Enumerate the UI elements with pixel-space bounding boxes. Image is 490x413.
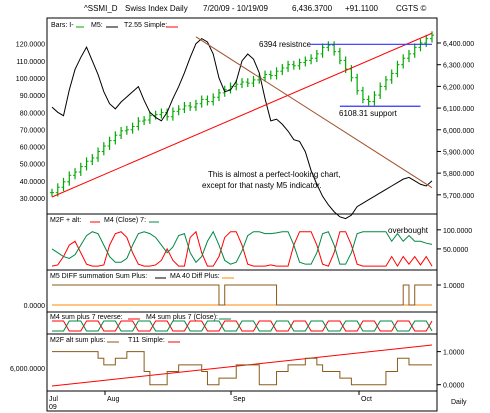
m5-line: [51, 37, 433, 220]
m2f-right-tick-label: 100.0000: [443, 228, 472, 235]
legend-t11: T11 Simple:: [128, 337, 165, 344]
m5diff-legend: M5 DIFF summation Sum Plus: MA 40 Diff P…: [50, 273, 234, 280]
x-axis-labels: Jul 09 Aug Sep Oct Daily: [49, 396, 467, 411]
panel-frames: [46, 17, 438, 412]
price-bars: [50, 31, 434, 197]
left-tick-label: 90.0000: [20, 93, 45, 100]
header-range: 7/20/09 - 10/19/09: [203, 4, 268, 13]
legend-m5diff: M5 DIFF summation Sum Plus:: [50, 273, 147, 280]
x-label-jul: Jul: [49, 396, 58, 403]
right-tick-label: 5,800.000: [443, 171, 474, 178]
left-tick-label: 100.0000: [16, 76, 45, 83]
price-legend: Bars: I- M5: T2.55 Simple:: [51, 22, 178, 29]
m4sum-lines: [52, 320, 433, 332]
right-tick-label: 6,000.000: [443, 128, 474, 135]
right-tick-label: 6,400.000: [443, 41, 474, 48]
left-tick-label: 120.0000: [16, 42, 45, 49]
legend-bars: Bars: I-: [51, 22, 74, 29]
header-name: Swiss Index Daily: [125, 4, 188, 13]
m2falt-legend: M2F alt sum plus: T11 Simple:: [50, 337, 180, 344]
header-price: 6,436.3700: [292, 4, 333, 13]
chart-header: ^SSMI_D Swiss Index Daily 7/20/09 - 10/1…: [84, 4, 426, 13]
m2f-right-tick-label: 50.0000: [443, 247, 468, 254]
t11-line: [51, 344, 433, 387]
x-label-sep: Sep: [233, 396, 246, 403]
legend-m2f: M2F + alt:: [50, 217, 81, 224]
x-label-oct: Oct: [361, 396, 372, 403]
right-tick-label: 6,300.000: [443, 63, 474, 70]
left-tick-label: 50.0000: [20, 162, 45, 169]
m2falt-lines: [51, 344, 433, 387]
header-symbol: ^SSMI_D: [84, 4, 118, 13]
legend-t255: T2.55 Simple:: [124, 22, 167, 29]
m2f-lines: [51, 230, 433, 268]
left-tick-label: 60.0000: [20, 145, 45, 152]
left-tick-label: 110.0000: [16, 59, 45, 66]
m4-line: [51, 230, 433, 265]
m2f-panel: [46, 213, 438, 271]
alt-sum-line: [52, 351, 432, 386]
right-axis-labels: 6,400.000 6,300.000 6,200.000 6,100.000 6,00…: [437, 41, 474, 390]
downtrend-line: [195, 36, 433, 189]
legend-ma40: MA 40 Diff Plus:: [170, 273, 220, 280]
m5diff-lines: [52, 284, 432, 306]
right-tick-label: 5,900.000: [443, 149, 474, 156]
legend-m5: M5:: [91, 22, 103, 29]
x-label-aug: Aug: [107, 396, 120, 403]
left-tick-label: 40.0000: [20, 179, 45, 186]
overbought-label: overbought: [388, 226, 429, 235]
legend-m4: M4 (Close) 7:: [104, 217, 146, 224]
right-tick-label: 6,200.000: [443, 84, 474, 91]
m4sum-legend: M4 sum plus 7 reverse: M4 sum plus 7 (Cl…: [50, 314, 231, 321]
m2falt-right-tick-label: 1.0000: [443, 350, 465, 357]
header-change: +91.1100: [345, 4, 379, 13]
right-tick-label: 5,700.000: [443, 193, 474, 200]
t255-trendline: [51, 32, 433, 198]
legend-m2falt: M2F alt sum plus:: [50, 337, 105, 344]
right-tick-label: 6,100.000: [443, 106, 474, 113]
left-tick-label: 70.0000: [20, 127, 45, 134]
m2falt-panel: [46, 333, 438, 392]
left-axis-labels: 120.0000 110.0000 100.0000 90.0000 80.0000 70…: [10, 42, 45, 373]
x-label-year: 09: [49, 404, 57, 411]
price-lines: [51, 32, 433, 220]
m5diff-right-tick-label: 1.0000: [443, 283, 465, 290]
sum-plus-line: [52, 284, 432, 306]
grid-lines: [104, 391, 360, 395]
resistance-label: 6394 resistnce: [259, 40, 312, 49]
note-line-1: This is almost a perfect-looking chart,: [208, 170, 341, 179]
header-copyright: CGTS ©: [396, 4, 426, 13]
m2falt-left-tick-label: 6,000.0000: [10, 366, 45, 373]
legend-m4rev: M4 sum plus 7 reverse:: [50, 314, 123, 321]
m2f-legend: M2F + alt: M4 (Close) 7:: [50, 217, 159, 224]
x-label-period: Daily: [451, 399, 467, 406]
left-tick-label: 80.0000: [20, 110, 45, 117]
m4-reverse-line: [52, 320, 433, 332]
m4-close-line: [52, 320, 433, 332]
legend-m4close: M4 sum plus 7 (Close):: [146, 314, 218, 321]
left-tick-label: 30.0000: [20, 196, 45, 203]
m2f-line: [51, 230, 433, 268]
support-label: 6108.31 support: [339, 109, 398, 118]
price-panel: [46, 17, 438, 215]
m2falt-right-tick-label: 0.0000: [443, 383, 465, 390]
m5diff-left-tick-label: 0.0000: [24, 303, 46, 310]
note-line-2: except for that nasty M5 indicator.: [202, 181, 322, 190]
